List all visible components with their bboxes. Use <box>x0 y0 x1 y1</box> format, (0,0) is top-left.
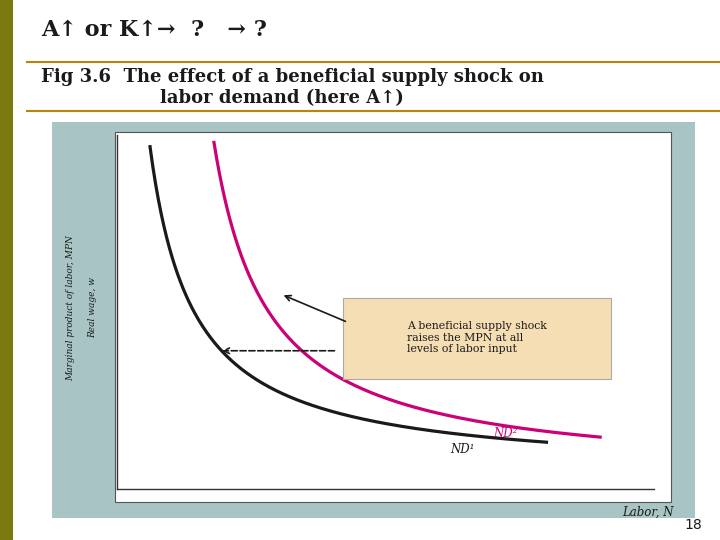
FancyBboxPatch shape <box>115 132 670 502</box>
Text: ND¹: ND¹ <box>450 443 474 456</box>
FancyBboxPatch shape <box>343 298 611 379</box>
Text: Fig 3.6  The effect of a beneficial supply shock on: Fig 3.6 The effect of a beneficial suppl… <box>41 68 544 85</box>
Text: 18: 18 <box>685 518 702 532</box>
Text: Marginal product of labor, MPN: Marginal product of labor, MPN <box>66 235 76 381</box>
Text: ND²: ND² <box>493 428 517 441</box>
Text: Real wage, w: Real wage, w <box>88 278 96 338</box>
Text: A↑ or K↑→  ?   → ?: A↑ or K↑→ ? → ? <box>41 19 267 41</box>
Text: Labor, N: Labor, N <box>623 505 674 518</box>
Text: labor demand (here A↑): labor demand (here A↑) <box>160 89 404 107</box>
Text: A beneficial supply shock
raises the MPN at all
levels of labor input: A beneficial supply shock raises the MPN… <box>407 321 546 354</box>
FancyBboxPatch shape <box>52 122 696 518</box>
